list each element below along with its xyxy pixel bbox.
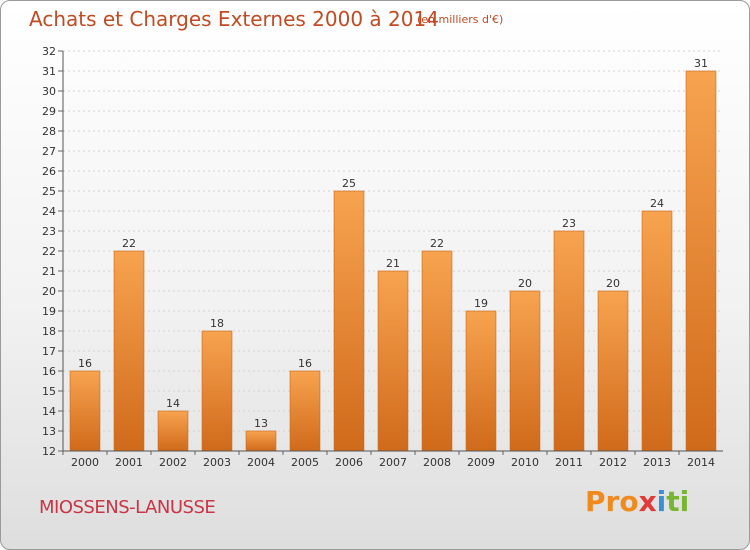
y-tick-label: 12 [42,445,56,458]
y-tick-label: 25 [42,185,56,198]
data-label: 16 [78,357,92,370]
y-tick-label: 20 [42,285,56,298]
x-tick-label: 2013 [643,456,671,469]
data-label: 19 [474,297,488,310]
y-tick-label: 16 [42,365,56,378]
axes: 12 13 14 15 16 17 18 19 20 21 22 23 24 25 26 27 28 29 30 31… [42,45,723,469]
data-label: 21 [386,257,400,270]
x-tick-label: 2011 [555,456,583,469]
bar-2007 [377,270,409,452]
y-tick-label: 13 [42,425,56,438]
chart-title: Achats et Charges Externes 2000 à 2014 [29,7,439,31]
y-tick-label: 15 [42,385,56,398]
bar-2002 [157,410,189,452]
data-label: 20 [518,277,532,290]
y-tick-label: 28 [42,125,56,138]
data-label: 20 [606,277,620,290]
y-tick-label: 23 [42,225,56,238]
x-tick-label: 2006 [335,456,363,469]
y-tick-label: 31 [42,65,56,78]
x-tick-label: 2005 [291,456,319,469]
bars: 16 22 14 18 13 16 25 21 22 19 20 23 20 24 31 [69,57,717,452]
bar-2011 [553,230,585,452]
proxiti-logo[interactable]: Proxiti [585,485,690,518]
x-tick-label: 2008 [423,456,451,469]
y-tick-label: 24 [42,205,56,218]
y-tick-label: 30 [42,85,56,98]
bar-2006 [333,190,365,452]
y-tick-label: 22 [42,245,56,258]
data-label: 16 [298,357,312,370]
y-tick-label: 29 [42,105,56,118]
y-tick-label: 26 [42,165,56,178]
data-label: 24 [650,197,664,210]
data-label: 31 [694,57,708,70]
bar-2000 [69,370,101,452]
bar-2009 [465,310,497,452]
bar-2013 [641,210,673,452]
data-label: 13 [254,417,268,430]
y-tick-label: 19 [42,305,56,318]
chart-subtitle: (en milliers d'€) [417,13,504,26]
bar-2014 [685,70,717,452]
bar-2010 [509,290,541,452]
bar-2012 [597,290,629,452]
y-tick-label: 32 [42,45,56,58]
x-tick-label: 2010 [511,456,539,469]
data-label: 22 [430,237,444,250]
x-tick-label: 2000 [71,456,99,469]
bar-2005 [289,370,321,452]
x-tick-label: 2007 [379,456,407,469]
bar-2003 [201,330,233,452]
bar-2008 [421,250,453,452]
y-tick-label: 17 [42,345,56,358]
data-label: 23 [562,217,576,230]
bar-2001 [113,250,145,452]
y-tick-label: 14 [42,405,56,418]
x-tick-label: 2012 [599,456,627,469]
x-tick-label: 2002 [159,456,187,469]
x-tick-label: 2014 [687,456,715,469]
y-tick-label: 27 [42,145,56,158]
data-label: 18 [210,317,224,330]
bar-2004 [245,430,277,452]
data-label: 25 [342,177,356,190]
x-tick-label: 2001 [115,456,143,469]
data-label: 22 [122,237,136,250]
y-tick-label: 18 [42,325,56,338]
location-label: MIOSSENS-LANUSSE [39,497,216,518]
x-tick-label: 2003 [203,456,231,469]
data-label: 14 [166,397,180,410]
x-tick-label: 2009 [467,456,495,469]
y-tick-label: 21 [42,265,56,278]
x-tick-label: 2004 [247,456,275,469]
